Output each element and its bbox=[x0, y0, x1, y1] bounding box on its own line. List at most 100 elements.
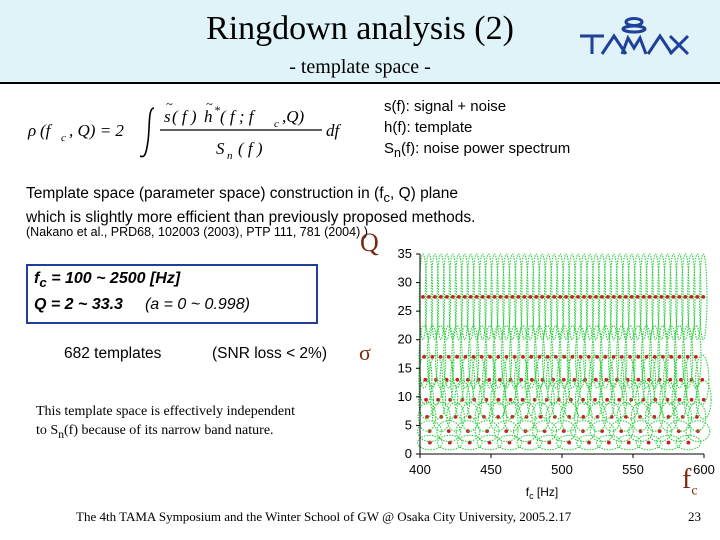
template-ellipse bbox=[450, 354, 465, 406]
template-point bbox=[570, 354, 575, 359]
template-ellipse bbox=[516, 434, 543, 451]
template-ellipse bbox=[615, 434, 642, 451]
template-point bbox=[638, 429, 643, 434]
formula-den-f: ( f ) bbox=[238, 139, 263, 158]
template-ellipse bbox=[570, 420, 596, 443]
page-number: 23 bbox=[688, 509, 701, 524]
template-ellipse bbox=[597, 253, 607, 341]
template-point bbox=[444, 294, 449, 299]
footer-text: The 4th TAMA Symposium and the Winter Sc… bbox=[76, 509, 572, 524]
template-point bbox=[659, 294, 664, 299]
template-point bbox=[611, 354, 616, 359]
template-ellipse bbox=[621, 253, 631, 341]
template-point bbox=[450, 294, 455, 299]
template-ellipse bbox=[538, 253, 547, 341]
template-ellipse bbox=[418, 354, 433, 406]
template-point bbox=[553, 354, 558, 359]
formula-num-end: ,Q) bbox=[282, 107, 305, 126]
template-point bbox=[677, 354, 682, 359]
formula-den-s: S bbox=[216, 139, 225, 158]
template-point bbox=[686, 440, 691, 445]
template-ellipse bbox=[567, 354, 582, 406]
template-point bbox=[623, 294, 628, 299]
formula-rho: ρ bbox=[27, 121, 36, 140]
template-point bbox=[582, 294, 586, 299]
formula-num-star: * bbox=[214, 103, 220, 117]
template-ellipse bbox=[609, 253, 619, 341]
template-point bbox=[496, 414, 500, 419]
template-ellipse bbox=[526, 253, 535, 341]
template-point bbox=[586, 354, 591, 359]
template-point bbox=[510, 294, 515, 299]
tama-logo bbox=[580, 17, 690, 56]
template-point bbox=[581, 397, 585, 402]
template-point bbox=[701, 294, 706, 299]
template-point bbox=[547, 440, 552, 445]
template-point bbox=[528, 294, 533, 299]
template-ellipse bbox=[577, 354, 593, 406]
template-ellipse bbox=[460, 253, 469, 341]
template-ellipse bbox=[663, 253, 672, 341]
template-point bbox=[430, 354, 435, 359]
template-ellipse bbox=[436, 434, 463, 451]
template-point bbox=[551, 377, 556, 382]
template-point bbox=[504, 354, 509, 359]
template-point bbox=[516, 294, 521, 299]
template-ellipse bbox=[695, 354, 710, 406]
template-point bbox=[567, 414, 571, 419]
template-point bbox=[438, 354, 443, 359]
template-point bbox=[617, 294, 622, 299]
template-ellipse bbox=[603, 253, 613, 341]
template-ellipse bbox=[417, 434, 443, 451]
template-ellipse bbox=[417, 401, 437, 432]
template-point bbox=[521, 354, 525, 359]
template-ellipse bbox=[492, 354, 508, 406]
svg-text:~: ~ bbox=[206, 97, 213, 111]
template-point bbox=[665, 294, 670, 299]
template-ellipse bbox=[496, 434, 523, 451]
x-tick-label: 450 bbox=[480, 462, 502, 477]
template-point bbox=[496, 354, 501, 359]
template-ellipse bbox=[545, 401, 565, 432]
template-point bbox=[455, 354, 459, 359]
parameter-range-box bbox=[26, 264, 318, 324]
template-ellipse bbox=[502, 401, 522, 432]
template-point bbox=[504, 294, 509, 299]
template-point bbox=[635, 294, 640, 299]
template-ellipse bbox=[651, 253, 660, 341]
template-point bbox=[507, 440, 512, 445]
template-ellipse bbox=[520, 253, 529, 341]
template-point bbox=[497, 377, 502, 382]
template-ellipse bbox=[633, 253, 642, 341]
template-ellipse bbox=[673, 354, 689, 406]
template-ellipse bbox=[418, 253, 428, 341]
template-ellipse bbox=[436, 420, 462, 443]
template-ellipse bbox=[639, 253, 648, 341]
template-point bbox=[619, 354, 624, 359]
formula-num-sub: c bbox=[274, 118, 279, 130]
template-point bbox=[661, 354, 665, 359]
x-tick-label: 400 bbox=[409, 462, 431, 477]
fc-range: fc = 100 ~ 2500 [Hz] bbox=[34, 270, 181, 291]
template-point bbox=[488, 354, 492, 359]
template-ellipse bbox=[517, 401, 536, 432]
template-ellipse bbox=[657, 253, 666, 341]
template-point bbox=[519, 377, 524, 382]
template-ellipse bbox=[608, 420, 634, 443]
template-ellipse bbox=[609, 354, 625, 406]
template-point bbox=[423, 377, 428, 382]
template-ellipse bbox=[428, 354, 444, 406]
template-ellipse bbox=[490, 253, 499, 341]
template-ellipse bbox=[417, 420, 443, 443]
template-point bbox=[446, 429, 451, 434]
template-ellipse bbox=[484, 253, 493, 341]
template-point bbox=[628, 354, 632, 359]
x-tick-label: 500 bbox=[551, 462, 573, 477]
template-point bbox=[587, 440, 591, 445]
template-point bbox=[685, 354, 690, 359]
independence-note: This template space is effectively indep… bbox=[36, 404, 296, 441]
formula-num-args: ( f ; f bbox=[220, 107, 256, 126]
template-point bbox=[576, 294, 580, 299]
y-tick-label: 0 bbox=[405, 446, 412, 461]
template-ellipse bbox=[684, 354, 699, 406]
